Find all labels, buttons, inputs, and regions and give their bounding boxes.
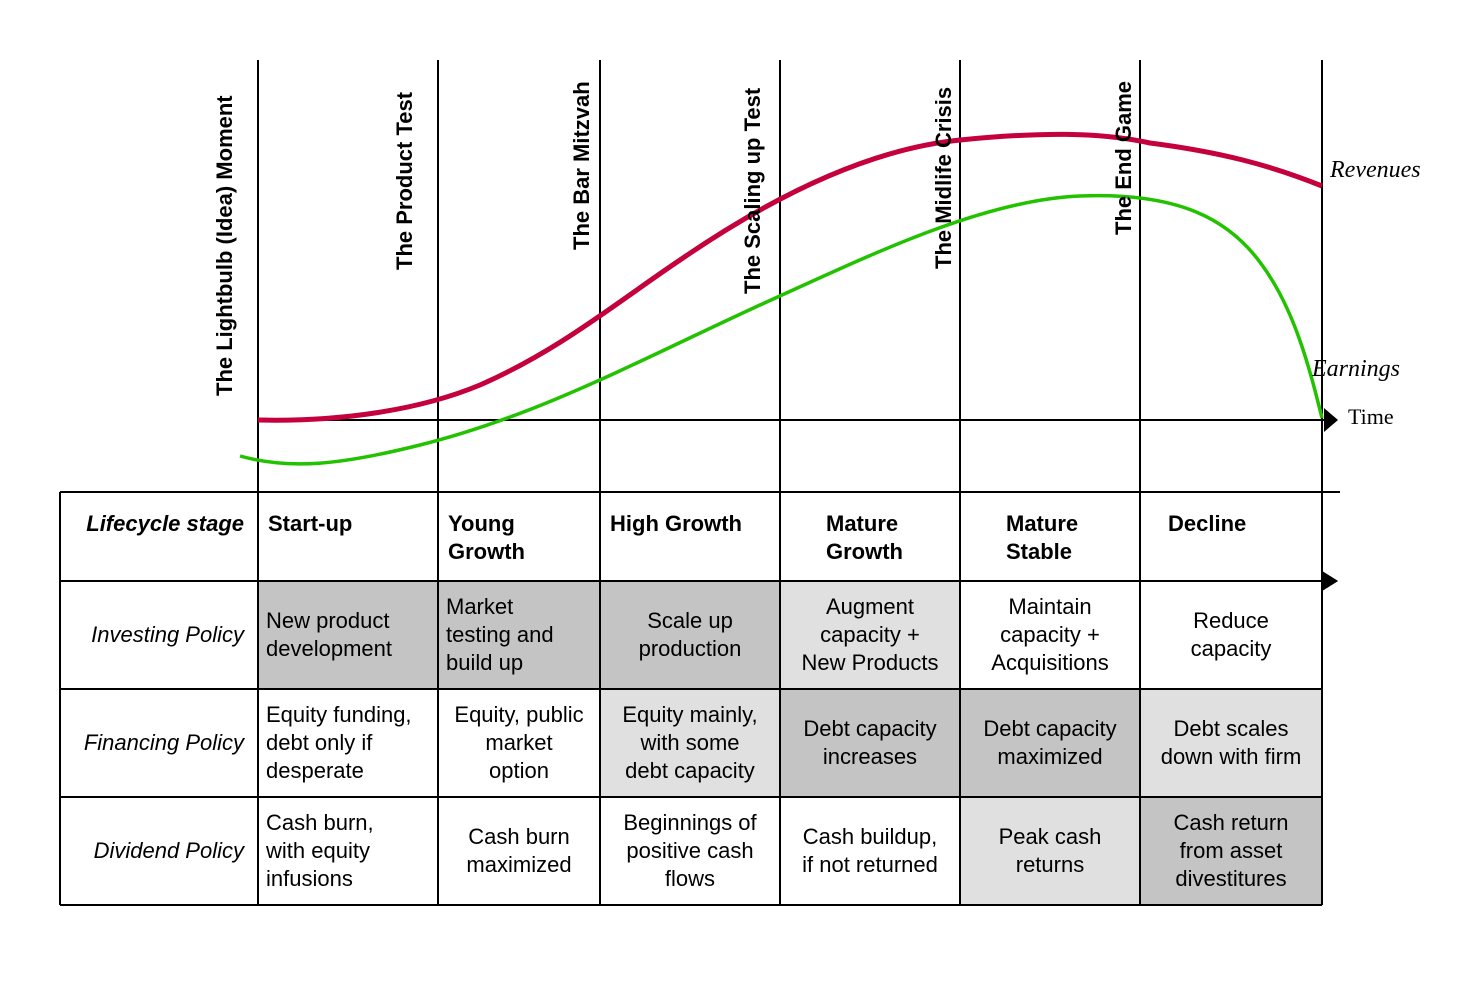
cell-text: Cash burn maximized bbox=[466, 824, 572, 877]
milestone-label-bar-mitzvah: The Bar Mitzvah bbox=[569, 81, 594, 250]
cell-text: New product development bbox=[266, 608, 392, 661]
cell-text: Market testing and build up bbox=[446, 594, 554, 675]
cell-text: Cash burn, with equity infusions bbox=[266, 810, 374, 891]
policy-cell: Debt capacity maximized bbox=[960, 689, 1140, 797]
row-header-label: Investing Policy bbox=[91, 622, 244, 647]
stage-cell: Mature Stable bbox=[960, 492, 1140, 581]
stage-row-arrow bbox=[1322, 571, 1338, 591]
policy-cell: Market testing and build up bbox=[438, 581, 600, 689]
policy-cell: Equity funding, debt only if desperate bbox=[258, 689, 438, 797]
cell-text: Debt scales down with firm bbox=[1160, 716, 1302, 769]
policy-cell: Equity mainly, with some debt capacity bbox=[600, 689, 780, 797]
time-axis-arrow bbox=[1324, 408, 1338, 432]
cell-text: Start-up bbox=[268, 511, 353, 536]
milestone-label-product-test: The Product Test bbox=[392, 91, 417, 270]
time-label: Time bbox=[1348, 404, 1394, 429]
row-header: Investing Policy bbox=[60, 581, 258, 689]
cell-text: Cash return from asset divestitures bbox=[1173, 810, 1289, 891]
policy-cell: Cash burn maximized bbox=[438, 797, 600, 905]
milestone-label-midlife-crisis: The Midlife Crisis bbox=[931, 87, 956, 269]
cell-text: Equity mainly, with some debt capacity bbox=[622, 702, 758, 783]
cell-text: Augment capacity + New Products bbox=[801, 594, 939, 675]
cell-text: Maintain capacity + Acquisitions bbox=[991, 594, 1109, 675]
policy-cell: Cash burn, with equity infusions bbox=[258, 797, 438, 905]
cell-text: Mature Growth bbox=[826, 511, 903, 564]
cell-text: Young Growth bbox=[448, 511, 525, 564]
cell-text: Mature Stable bbox=[1006, 511, 1079, 564]
row-header: Financing Policy bbox=[60, 689, 258, 797]
stage-cell: High Growth bbox=[600, 492, 780, 581]
milestone-label-end-game: The End Game bbox=[1111, 81, 1136, 235]
milestone-labels: The Lightbulb (Idea) Moment The Product … bbox=[212, 81, 1136, 396]
policy-cell: Equity, public market option bbox=[438, 689, 600, 797]
row-header-label: Dividend Policy bbox=[93, 838, 244, 863]
policy-cell: Cash buildup, if not returned bbox=[780, 797, 960, 905]
cell-text: Debt capacity maximized bbox=[983, 716, 1117, 769]
row-header-label: Financing Policy bbox=[83, 730, 244, 755]
milestone-lines bbox=[257, 60, 1323, 492]
revenues-label: Revenues bbox=[1329, 157, 1421, 183]
earnings-curve bbox=[239, 193, 1324, 466]
stage-cell: Young Growth bbox=[438, 492, 600, 581]
revenues-curve bbox=[257, 131, 1323, 423]
row-header: Dividend Policy bbox=[60, 797, 258, 905]
policy-cell: Debt scales down with firm bbox=[1140, 689, 1322, 797]
earnings-label: Earnings bbox=[1311, 356, 1400, 382]
policy-cell: Maintain capacity + Acquisitions bbox=[960, 581, 1140, 689]
row-header: Lifecycle stage bbox=[60, 492, 258, 581]
row-header-label: Lifecycle stage bbox=[86, 511, 244, 536]
milestone-label-lightbulb: The Lightbulb (Idea) Moment bbox=[212, 95, 237, 396]
stage-cell: Decline bbox=[1140, 492, 1322, 581]
policy-cell: Peak cash returns bbox=[960, 797, 1140, 905]
policy-cell: Augment capacity + New Products bbox=[780, 581, 960, 689]
cell-text: Scale up production bbox=[638, 608, 742, 661]
policy-cell: Cash return from asset divestitures bbox=[1140, 797, 1322, 905]
policy-cell: Beginnings of positive cash flows bbox=[600, 797, 780, 905]
cell-text: Equity, public market option bbox=[454, 702, 584, 783]
milestone-label-scaling-up: The Scaling up Test bbox=[740, 87, 765, 294]
cell-text: Beginnings of positive cash flows bbox=[623, 810, 757, 891]
policy-cell: New product development bbox=[258, 581, 438, 689]
cell-text: Reduce capacity bbox=[1190, 608, 1272, 661]
cell-text: Peak cash returns bbox=[998, 824, 1102, 877]
cell-text: Equity funding, debt only if desperate bbox=[266, 702, 412, 783]
cell-text: Debt capacity increases bbox=[803, 716, 937, 769]
policy-cell: Debt capacity increases bbox=[780, 689, 960, 797]
stage-cell: Mature Growth bbox=[780, 492, 960, 581]
cell-text: Decline bbox=[1168, 511, 1247, 536]
policy-cell: Reduce capacity bbox=[1140, 581, 1322, 689]
policy-cell: Scale up production bbox=[600, 581, 780, 689]
cell-text: High Growth bbox=[610, 511, 742, 536]
stage-cell: Start-up bbox=[258, 492, 438, 581]
cell-text: Cash buildup, if not returned bbox=[802, 824, 938, 877]
